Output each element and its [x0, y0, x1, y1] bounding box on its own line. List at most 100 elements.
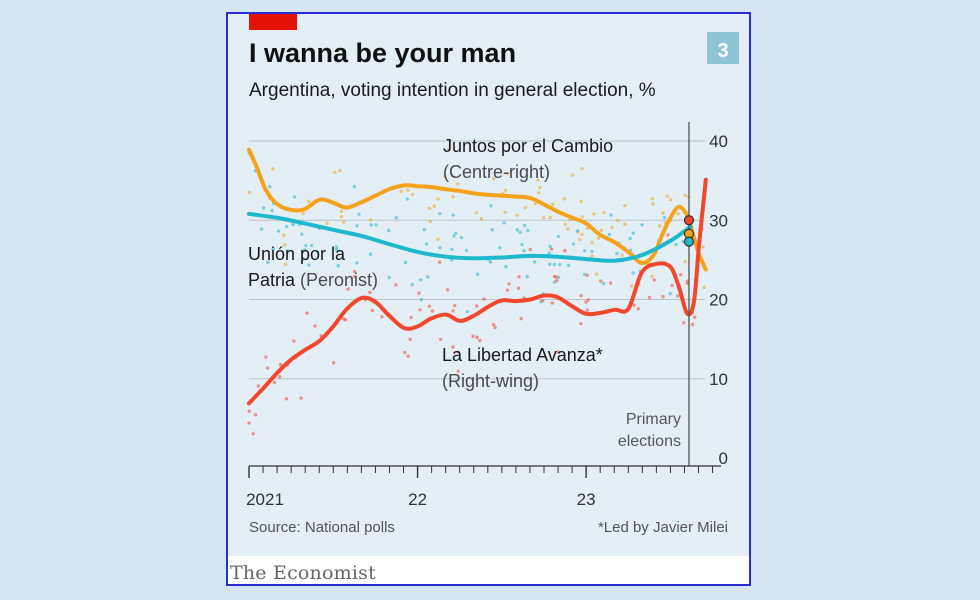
- gridlines: [249, 140, 705, 380]
- poll-dot-lla: [685, 281, 690, 286]
- trend-line-uxp: [247, 211, 693, 263]
- poll-dot-lla: [632, 303, 636, 307]
- poll-dot-uxp: [453, 231, 458, 236]
- poll-dot-uxp: [615, 251, 619, 256]
- trend-line-jxc: [247, 147, 708, 272]
- y-tick-label-0: 0: [719, 449, 728, 468]
- x-tick-label-22: 22: [408, 490, 427, 509]
- poll-dot-lla: [247, 421, 251, 425]
- poll-dot-uxp: [309, 243, 314, 248]
- chart-title: I wanna be your man: [249, 38, 516, 68]
- poll-dot-jxc: [578, 237, 582, 242]
- poll-dot-uxp: [459, 235, 464, 240]
- poll-dot-uxp: [315, 250, 320, 254]
- poll-dot-uxp: [394, 215, 398, 220]
- poll-dot-jxc: [590, 240, 594, 245]
- poll-dot-uxp: [674, 242, 678, 247]
- poll-dot-jxc: [325, 221, 329, 225]
- poll-dot-lla: [284, 397, 289, 401]
- poll-dot-jxc: [428, 219, 433, 224]
- poll-dot-lla: [380, 315, 384, 319]
- x-axis-labels: 2021 22 23: [246, 490, 596, 509]
- poll-dot-uxp: [410, 282, 414, 287]
- poll-dot-jxc: [283, 262, 288, 266]
- poll-dot-lla: [305, 311, 309, 315]
- poll-dot-uxp: [276, 229, 281, 233]
- poll-dot-uxp: [518, 230, 522, 234]
- poll-dot-uxp: [266, 260, 270, 264]
- poll-dot-lla: [278, 362, 283, 367]
- poll-dot-lla: [599, 279, 603, 283]
- poll-dot-uxp: [488, 260, 493, 264]
- poll-dot-jxc: [623, 222, 627, 226]
- poll-dot-uxp: [556, 234, 561, 239]
- poll-dot-lla: [507, 282, 511, 286]
- poll-dot-uxp: [502, 221, 506, 225]
- poll-dot-lla: [519, 316, 523, 321]
- poll-dot-lla: [370, 308, 375, 313]
- poll-dot-jxc: [651, 202, 655, 206]
- poll-dot-uxp: [547, 251, 551, 255]
- poll-dot-jxc: [599, 228, 604, 233]
- poll-dot-uxp: [607, 232, 612, 237]
- poll-dot-lla: [394, 283, 398, 287]
- poll-dot-lla: [368, 290, 372, 295]
- poll-dot-uxp: [405, 197, 410, 201]
- poll-dot-jxc: [563, 222, 568, 227]
- poll-dot-lla: [678, 273, 683, 277]
- poll-dot-lla: [652, 278, 656, 282]
- trend-line-lla: [247, 177, 708, 406]
- poll-dot-jxc: [676, 212, 680, 216]
- primary-result-dot-uxp: [683, 236, 695, 247]
- poll-dot-jxc: [515, 213, 519, 217]
- poll-dot-uxp: [631, 271, 635, 275]
- poll-dot-uxp: [374, 223, 378, 227]
- chart-canvas: I wanna be your man 3 Argentina, voting …: [246, 14, 739, 536]
- poll-dot-jxc: [702, 285, 706, 290]
- poll-dot-jxc: [436, 237, 440, 241]
- poll-dot-uxp: [526, 228, 530, 233]
- poll-dot-lla: [690, 322, 695, 327]
- poll-dot-jxc: [623, 204, 627, 208]
- poll-dot-jxc: [339, 209, 344, 213]
- poll-dot-jxc: [683, 259, 687, 264]
- poll-dot-jxc: [602, 210, 606, 215]
- label-uxp-line2: Patria (Peronist): [248, 270, 378, 290]
- poll-dot-uxp: [291, 222, 295, 227]
- poll-dot-uxp: [557, 262, 562, 267]
- label-lla-note: (Right-wing): [442, 371, 539, 391]
- poll-dot-jxc: [492, 177, 496, 181]
- poll-dot-uxp: [609, 213, 613, 217]
- poll-dot-lla: [585, 308, 590, 312]
- poll-dot-jxc: [665, 194, 669, 198]
- poll-dot-uxp: [547, 262, 552, 266]
- poll-dot-jxc: [503, 210, 507, 214]
- poll-dot-jxc: [399, 189, 403, 194]
- poll-dot-lla: [343, 318, 348, 322]
- chart-number-badge-bg: [707, 32, 739, 64]
- poll-dot-lla: [451, 345, 455, 349]
- poll-dot-uxp: [601, 281, 606, 286]
- poll-dot-uxp: [590, 249, 594, 254]
- label-lla: La Libertad Avanza*: [442, 345, 603, 365]
- poll-dot-lla: [352, 269, 357, 274]
- poll-dot-uxp: [419, 297, 424, 302]
- poll-dot-lla: [256, 384, 261, 388]
- poll-dot-jxc: [596, 236, 601, 240]
- poll-dot-lla: [682, 321, 686, 325]
- source-note: Source: National polls: [249, 519, 395, 536]
- poll-dot-uxp: [525, 274, 529, 279]
- poll-dot-jxc: [474, 211, 479, 215]
- poll-dot-uxp: [668, 291, 672, 296]
- poll-dot-jxc: [610, 225, 614, 230]
- y-tick-label-30: 30: [709, 211, 728, 230]
- poll-dot-uxp: [357, 212, 361, 216]
- y-tick-label-10: 10: [709, 370, 728, 389]
- poll-dot-lla: [608, 281, 613, 285]
- poll-dot-lla: [409, 315, 413, 320]
- poll-dot-jxc: [406, 188, 410, 192]
- poll-dot-lla: [516, 286, 521, 290]
- y-tick-label-20: 20: [709, 291, 728, 310]
- poll-dot-lla: [556, 350, 560, 354]
- poll-dot-lla: [264, 355, 268, 359]
